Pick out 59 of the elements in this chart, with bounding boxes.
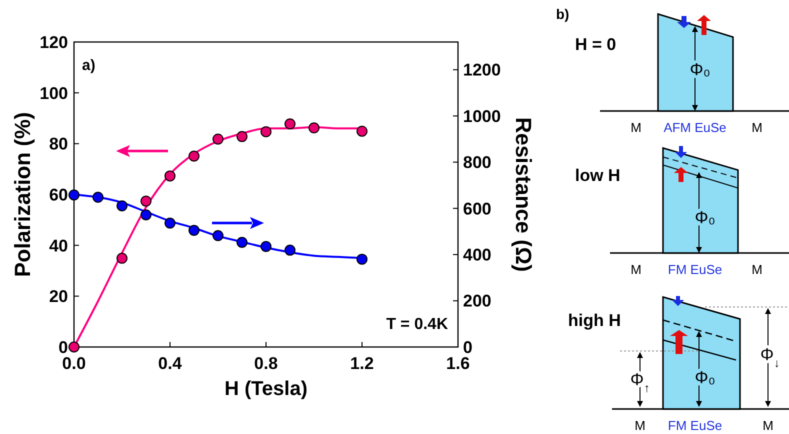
x-tick-label: 0.8 [254, 354, 278, 373]
x-tick-label: 0.0 [62, 354, 86, 373]
y-tick-label: 80 [49, 134, 68, 154]
point [140, 196, 152, 207]
text: high H [568, 311, 621, 330]
text: b) [556, 6, 570, 22]
point [92, 192, 104, 203]
point [68, 342, 80, 352]
x-axis-title: H (Tesla) [224, 378, 308, 400]
y2-tick-label: 1000 [463, 106, 501, 126]
point [188, 224, 200, 236]
point [260, 240, 272, 252]
text: H = 0 [575, 35, 616, 54]
x-tick-label: 1.2 [350, 354, 374, 373]
point [236, 131, 248, 142]
y2-tick-label: 600 [463, 199, 492, 218]
x-tick-label: 0.4 [158, 354, 182, 373]
y-tick-label: 20 [49, 287, 68, 306]
text: FM EuSe [668, 418, 722, 433]
y-tick-label: 60 [49, 185, 68, 204]
point [140, 209, 152, 220]
y2-tick-label: 0 [463, 338, 472, 357]
point [308, 122, 320, 134]
point [284, 244, 296, 256]
y2-tick-label: 400 [463, 246, 492, 265]
text: M [762, 418, 774, 433]
point [164, 218, 176, 229]
point [116, 200, 128, 212]
point [356, 254, 368, 265]
point [284, 118, 296, 130]
point [260, 126, 272, 138]
text: M [630, 120, 642, 135]
point [212, 230, 224, 242]
text: low H [575, 166, 620, 185]
text: M [752, 120, 762, 135]
text: M [634, 418, 646, 433]
y2-axis-title: Resistance (Ω) [511, 117, 536, 272]
point [212, 134, 224, 145]
point [164, 170, 176, 182]
text: M [630, 262, 642, 277]
point [188, 150, 200, 162]
annotation: T = 0.4K [386, 316, 448, 333]
text: FM EuSe [668, 262, 722, 277]
y-tick-label: 120 [40, 32, 68, 52]
text: M [752, 262, 762, 277]
y2-tick-label: 1200 [463, 60, 501, 80]
point [116, 252, 128, 264]
point [356, 126, 368, 137]
y2-tick-label: 200 [463, 292, 492, 311]
text: AFM EuSe [664, 120, 726, 135]
annotation: a) [82, 57, 96, 74]
point [68, 189, 80, 200]
y-tick-label: 40 [49, 236, 68, 256]
y-tick-label: 0 [58, 338, 68, 357]
x-tick-label: 1.6 [446, 354, 470, 373]
point [236, 236, 248, 248]
y-axis-title: Polarization (%) [10, 112, 35, 278]
y2-tick-label: 800 [463, 153, 492, 172]
y-tick-label: 100 [40, 84, 68, 103]
